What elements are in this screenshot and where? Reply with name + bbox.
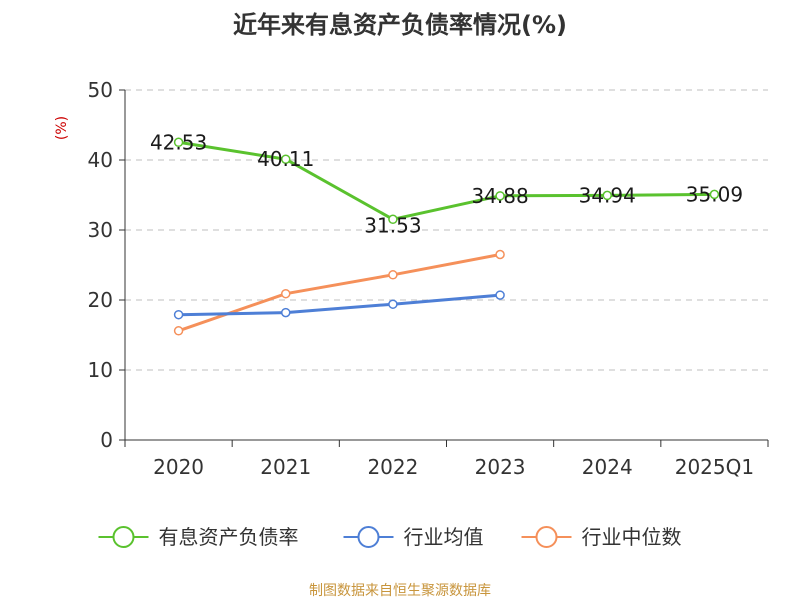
data-point — [173, 137, 184, 148]
legend-marker-icon — [535, 526, 558, 548]
x-tick-label: 2024 — [582, 455, 633, 479]
legend-item: 有息资产负债率 — [98, 525, 299, 549]
data-label: 35.09 — [686, 182, 743, 206]
data-point — [173, 309, 184, 320]
data-label: 34.88 — [471, 184, 528, 208]
x-tick-label: 2020 — [153, 455, 204, 479]
data-label: 34.94 — [579, 183, 636, 207]
series-line — [177, 293, 502, 317]
data-labels: 42.53 40.11 31.53 34.88 34.94 35.09 — [150, 130, 743, 237]
data-point — [495, 249, 505, 260]
data-point — [388, 299, 398, 309]
x-tick-label: 2023 — [475, 455, 526, 479]
legend-label: 行业中位数 — [582, 525, 682, 549]
data-point — [388, 270, 398, 280]
data-point — [281, 307, 291, 318]
x-tick-label: 2025Q1 — [675, 455, 754, 479]
grid — [125, 89, 768, 371]
y-unit-label: (%) — [54, 116, 70, 140]
legend-marker-icon — [357, 526, 380, 548]
y-tick-label: 40 — [88, 148, 113, 172]
legend-label: 行业均值 — [404, 525, 484, 549]
y-tick-label: 30 — [88, 218, 113, 242]
data-label: 31.53 — [364, 213, 421, 237]
legend-label: 有息资产负债率 — [159, 525, 299, 549]
y-tick-label: 0 — [100, 428, 113, 452]
data-label: 40.11 — [257, 147, 314, 171]
data-point — [388, 214, 398, 225]
legend-item: 行业中位数 — [521, 525, 682, 549]
chart-title: 近年来有息资产负债率情况(%) — [233, 11, 567, 39]
axes: 0 10 20 30 40 50 2020 2021 2022 2023 2024 2025Q1 — [88, 78, 769, 479]
legend-marker-icon — [112, 526, 135, 548]
data-point — [495, 191, 505, 201]
data-label: 42.53 — [150, 130, 207, 154]
data-point — [709, 189, 720, 200]
y-tick-label: 20 — [88, 288, 113, 312]
data-point — [602, 190, 612, 201]
series-line — [177, 140, 716, 221]
data-point — [495, 290, 505, 300]
y-tick-label: 50 — [88, 78, 113, 102]
series-line — [177, 253, 502, 333]
source-note: 制图数据来自恒生聚源数据库 — [309, 583, 491, 599]
x-tick-label: 2022 — [367, 455, 418, 479]
legend-item: 行业均值 — [343, 525, 484, 549]
legend: 有息资产负债率 行业均值 行业中位数 — [98, 525, 682, 549]
x-tick-label: 2021 — [260, 455, 311, 479]
data-point — [281, 154, 291, 164]
y-tick-label: 10 — [88, 358, 113, 382]
plot-area — [173, 137, 720, 336]
data-point — [173, 326, 184, 336]
data-point — [281, 288, 291, 299]
